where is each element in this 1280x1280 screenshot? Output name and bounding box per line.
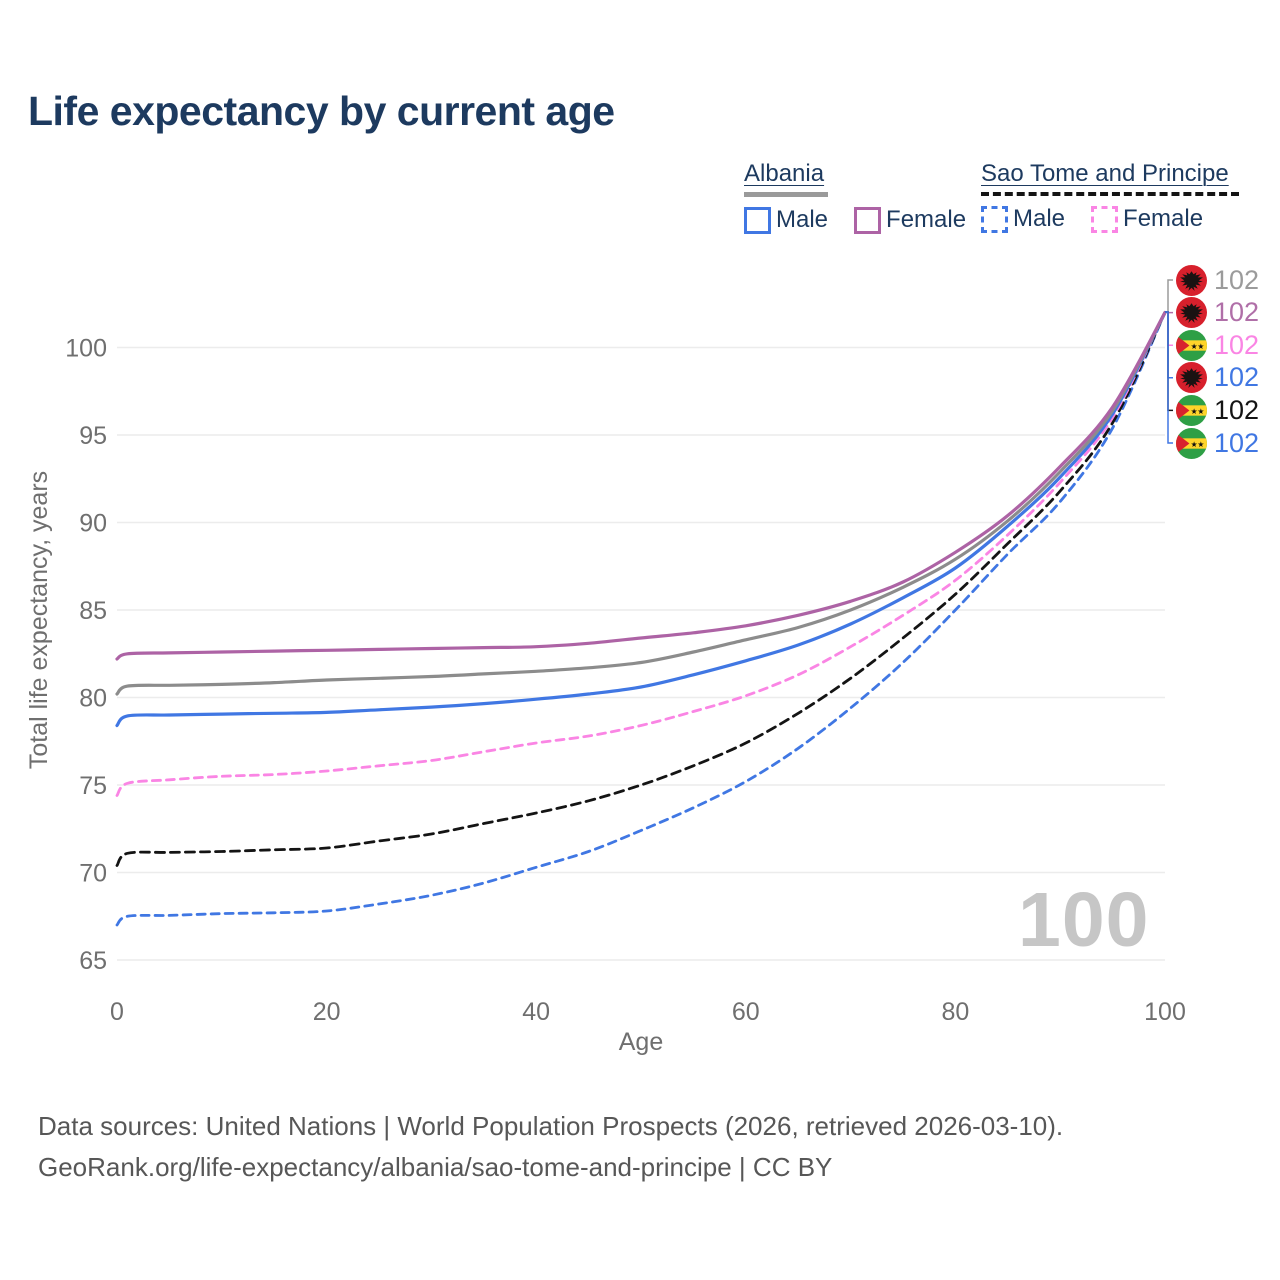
legend-label: Female (886, 206, 967, 233)
legend-label: Male (776, 206, 829, 233)
legend-group-albania: Albania Male Female (744, 160, 992, 234)
end-label-value: 102 (1214, 329, 1260, 360)
series-line-albania-female (115, 310, 1167, 661)
sao-tome-flag-icon: ★ ★ (1176, 394, 1207, 426)
y-tick-label: 70 (79, 860, 107, 888)
legend-item-albania-male[interactable]: Male (744, 206, 828, 234)
sao-tome-male-swatch-icon (981, 205, 1008, 233)
svg-text:★: ★ (1197, 342, 1204, 351)
end-label-value: 102 (1214, 394, 1260, 425)
end-label-value: 102 (1214, 297, 1260, 328)
series-line-sao-tome-and-principe-both-sexes- (115, 311, 1167, 867)
albania-flag-icon (1176, 297, 1207, 329)
legend-label: Female (1123, 205, 1204, 232)
x-tick-label: 40 (522, 998, 550, 1026)
albania-male-swatch-icon (744, 206, 771, 234)
end-label-value: 102 (1214, 362, 1260, 393)
page-title: Life expectancy by current age (28, 88, 615, 134)
sao-tome-flag-icon: ★ ★ (1176, 329, 1207, 361)
x-axis-title: Age (619, 1028, 663, 1056)
svg-text:★: ★ (1191, 342, 1198, 351)
end-label-leader-line (1165, 311, 1173, 346)
sao-tome-flag-icon: ★ ★ (1176, 427, 1207, 459)
legend-country-sao-tome[interactable]: Sao Tome and Principe (981, 160, 1229, 187)
footer-attribution: GeoRank.org/life-expectancy/albania/sao-… (38, 1152, 833, 1182)
y-tick-label: 90 (79, 510, 107, 538)
series-line-sao-tome-and-principe-female (115, 311, 1167, 797)
legend-item-sao-tome-male[interactable]: Male (981, 205, 1065, 233)
end-label-leader-line (1165, 311, 1173, 412)
albania-flag-icon (1176, 362, 1207, 394)
legend-item-sao-tome-female[interactable]: Female (1091, 205, 1203, 233)
y-tick-label: 75 (79, 772, 107, 800)
legend-linestyle-albania (744, 192, 828, 197)
footer-sources: Data sources: United Nations | World Pop… (38, 1111, 1064, 1141)
albania-female-swatch-icon (854, 206, 882, 234)
series-line-albania-male (115, 310, 1167, 728)
end-label-leader-line (1165, 311, 1173, 444)
y-tick-label: 85 (79, 597, 107, 625)
legend-country-albania[interactable]: Albania (744, 160, 825, 187)
legend-linestyle-sao-tome (981, 192, 1239, 196)
y-tick-label: 65 (79, 947, 107, 975)
sao-tome-female-swatch-icon (1091, 205, 1119, 233)
x-tick-label: 0 (110, 998, 124, 1026)
legend-group-sao-tome: Sao Tome and Principe Male Female (981, 160, 1239, 233)
end-label-leader-line (1165, 279, 1173, 313)
series-end-label: 102 (1176, 264, 1259, 296)
x-tick-label: 60 (732, 998, 760, 1026)
legend-label: Male (1013, 205, 1066, 232)
y-tick-label: 100 (65, 335, 107, 363)
x-tick-label: 100 (1144, 998, 1186, 1026)
x-tick-label: 80 (941, 998, 969, 1026)
albania-flag-icon (1176, 264, 1207, 296)
series-end-label: 102 (1176, 297, 1259, 329)
end-label-value: 102 (1214, 264, 1260, 295)
series-end-label: 102 (1176, 362, 1259, 394)
series-end-label: ★ ★ 102 (1176, 427, 1259, 459)
series-end-label: ★ ★ 102 (1176, 329, 1259, 361)
svg-text:★: ★ (1191, 407, 1198, 416)
y-tick-label: 95 (79, 422, 107, 450)
age-watermark: 100 (1018, 877, 1150, 963)
x-tick-label: 20 (313, 998, 341, 1026)
series-end-label: ★ ★ 102 (1176, 394, 1259, 426)
y-tick-label: 80 (79, 685, 107, 713)
svg-text:★: ★ (1191, 439, 1198, 448)
series-line-albania-both-sexes- (115, 310, 1167, 696)
end-label-value: 102 (1214, 427, 1260, 458)
y-axis-title: Total life expectancy, years (25, 471, 53, 769)
svg-text:★: ★ (1197, 439, 1204, 448)
legend-item-albania-female[interactable]: Female (854, 206, 966, 234)
svg-text:★: ★ (1197, 407, 1204, 416)
series-line-sao-tome-and-principe-male (115, 311, 1167, 927)
footer: Data sources: United Nations | World Pop… (38, 1106, 1063, 1188)
